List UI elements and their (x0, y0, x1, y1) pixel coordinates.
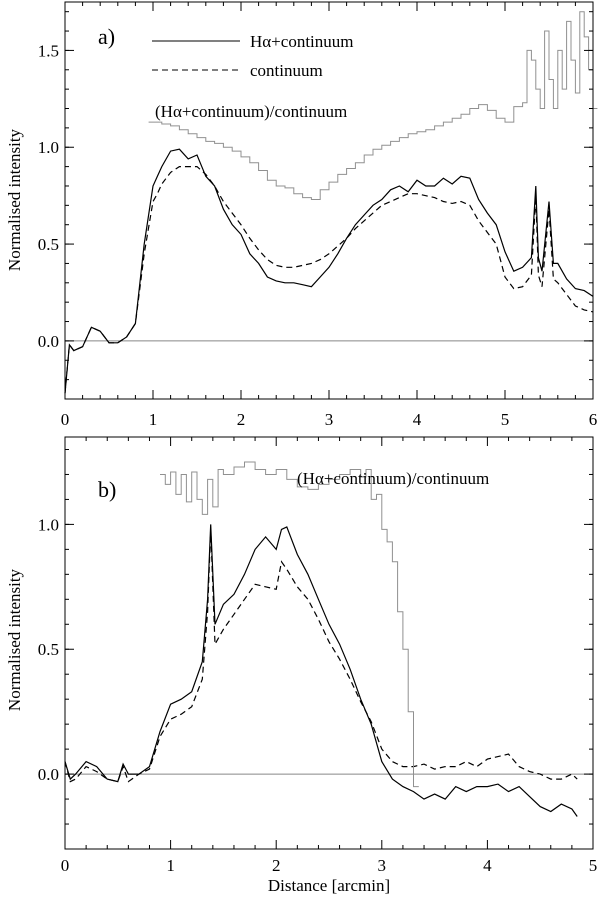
y-tick-label: 0.5 (38, 640, 59, 659)
panel-a-frame (64, 1, 594, 400)
panel-b-frame (64, 436, 594, 850)
x-tick-label: 5 (589, 856, 598, 875)
y-tick-label: 1.0 (38, 515, 59, 534)
x-tick-label: 2 (237, 410, 246, 429)
legend: Hα+continuum continuum (152, 32, 354, 80)
series-line-continuum (64, 166, 594, 394)
panel-a-label: a) (98, 24, 115, 49)
x-tick-label: 0 (61, 856, 70, 875)
y-tick-label: 0.5 (38, 235, 59, 254)
legend-label-halpha: Hα+continuum (250, 32, 354, 51)
x-tick-label: 1 (166, 856, 175, 875)
panel-a-ratio-annotation: (Hα+continuum)/continuum (155, 102, 347, 121)
x-tick-label: 3 (378, 856, 387, 875)
series-line-ratio (148, 11, 598, 200)
panel-b-label: b) (98, 477, 116, 502)
panel-a: 0 1 2 3 4 5 6 0.0 0.5 1.0 1.5 a) Hα+continuum cont… (5, 1, 598, 429)
panel-b-ratio-annotation: (Hα+continuum)/continuum (297, 469, 489, 488)
series-line-halpha-continuum (64, 524, 578, 817)
x-axis-title: Distance [arcmin] (268, 876, 390, 895)
panel-b: 0 1 2 3 4 5 0.0 0.5 1.0 b) (Hα+continuum)/contin… (5, 436, 598, 895)
x-tick-label: 0 (61, 410, 70, 429)
x-tick-label: 5 (501, 410, 510, 429)
series-line-continuum (64, 529, 578, 783)
x-tick-label: 4 (413, 410, 422, 429)
legend-label-continuum: continuum (250, 61, 323, 80)
x-tick-label: 1 (149, 410, 158, 429)
x-tick-label: 3 (325, 410, 334, 429)
series-line-halpha-continuum (64, 148, 594, 394)
series-line-ratio (160, 461, 419, 788)
y-tick-label: 0.0 (38, 765, 59, 784)
y-tick-label: 0.0 (38, 332, 59, 351)
x-tick-label: 2 (272, 856, 281, 875)
y-tick-label: 1.0 (38, 138, 59, 157)
x-tick-label: 6 (589, 410, 598, 429)
x-tick-label: 4 (483, 856, 492, 875)
panel-b-ylabel: Normalised intensity (5, 568, 24, 711)
panel-a-ylabel: Normalised intensity (5, 128, 24, 271)
y-tick-label: 1.5 (38, 41, 59, 60)
